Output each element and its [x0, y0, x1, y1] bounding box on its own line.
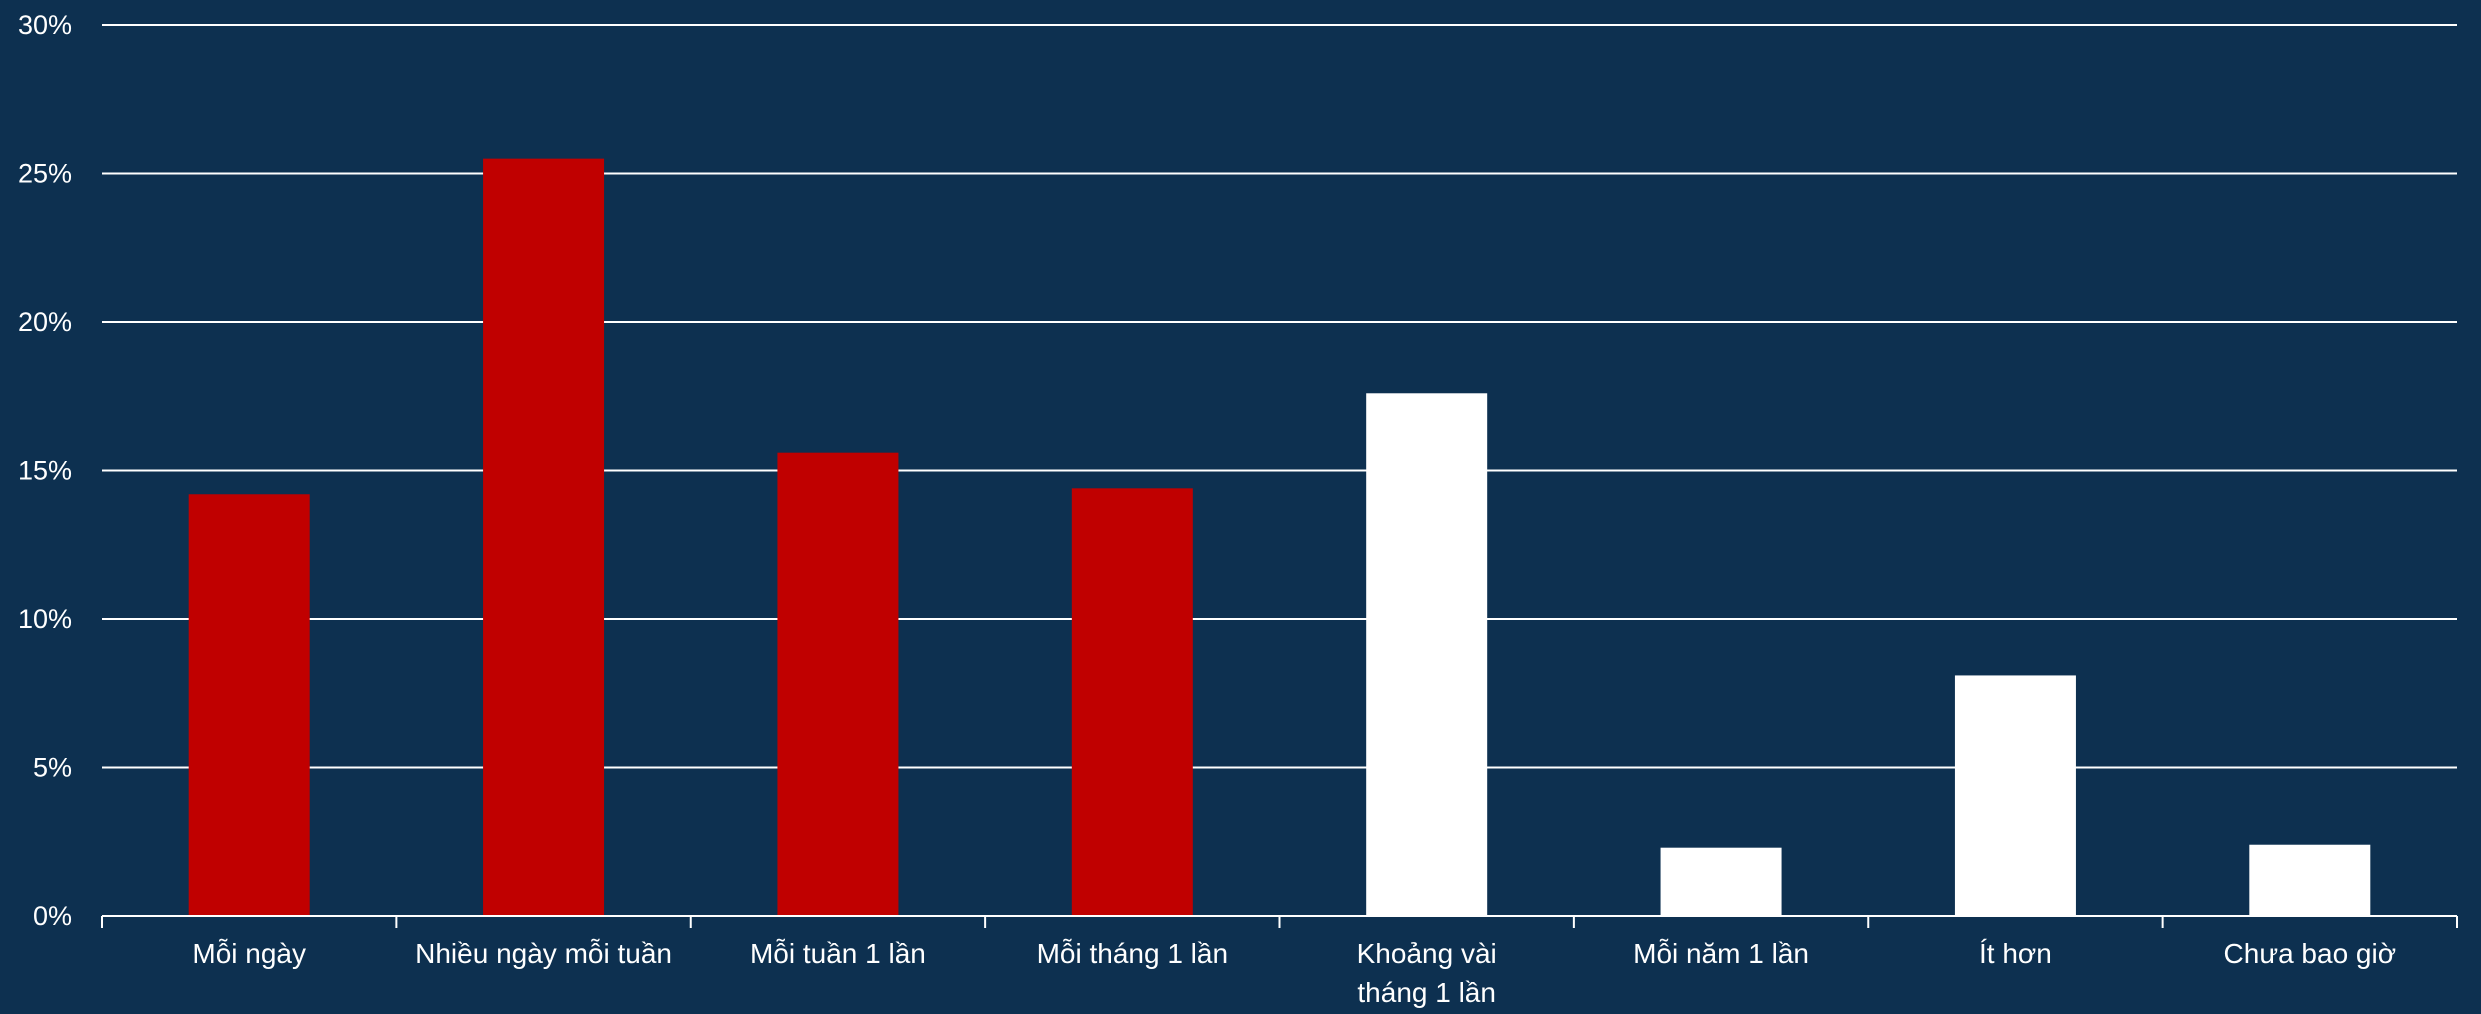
bar [1660, 847, 1782, 916]
x-tick-label: Khoảng vài [1357, 938, 1497, 969]
x-axis-tick-labels: Mỗi ngày Nhiều ngày mỗi tuần Mỗi tuần 1 lầ… [192, 938, 2396, 1008]
x-tick-label: Mỗi năm 1 lần [1633, 938, 1809, 969]
bar [2249, 844, 2371, 916]
x-tick-label: Nhiều ngày mỗi tuần [415, 938, 672, 969]
bar [777, 452, 899, 916]
x-axis [101, 915, 2458, 928]
bars [188, 158, 2371, 916]
bar [483, 158, 605, 916]
y-tick-label: 5% [33, 753, 72, 783]
y-tick-label: 25% [18, 159, 72, 189]
bar [188, 494, 310, 916]
y-tick-label: 10% [18, 604, 72, 634]
y-axis-tick-labels: 0% 5% 10% 15% 20% 25% 30% [18, 10, 72, 931]
y-tick-label: 30% [18, 10, 72, 40]
x-tick-label: Chưa bao giờ [2224, 938, 2397, 969]
y-tick-label: 15% [18, 456, 72, 486]
x-tick-label: Mỗi tháng 1 lần [1037, 938, 1228, 969]
x-tick-label: Ít hơn [1979, 938, 2052, 969]
bar [1071, 488, 1193, 916]
bar [1954, 675, 2076, 916]
y-tick-label: 20% [18, 307, 72, 337]
bar [1366, 393, 1488, 916]
y-tick-label: 0% [33, 901, 72, 931]
x-tick-label: Mỗi tuần 1 lần [750, 938, 926, 969]
x-tick-label: tháng 1 lần [1357, 977, 1496, 1008]
x-tick-label: Mỗi ngày [192, 938, 306, 969]
